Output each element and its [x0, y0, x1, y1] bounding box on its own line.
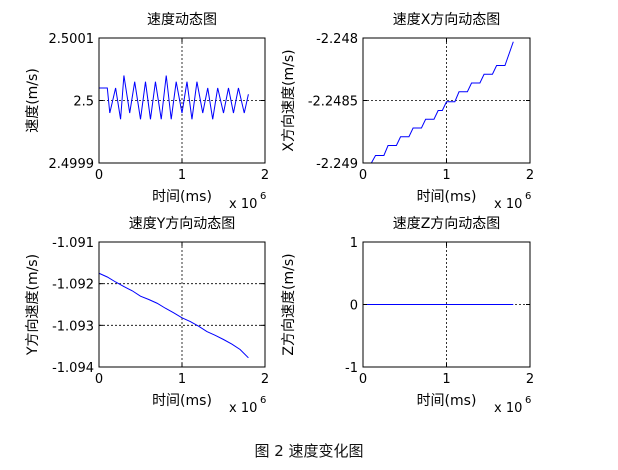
x-tick-label: 1 [178, 168, 186, 183]
y-tick-label: 2.5001 [49, 32, 95, 47]
y-tick-label: -2.249 [316, 157, 358, 172]
x-exponent-label: x 10 [229, 401, 257, 416]
x-axis-label: 时间(ms) [152, 189, 212, 205]
x-tick-label: 2 [526, 372, 534, 387]
x-tick-label: 1 [442, 168, 450, 183]
y-tick-label: 2.5 [73, 95, 94, 110]
chart-title: 速度Z方向动态图 [393, 216, 501, 232]
y-tick-label: -1.092 [52, 278, 94, 293]
x-exponent-power: 6 [525, 395, 531, 406]
x-exponent-power: 6 [525, 191, 531, 202]
x-exponent-label: x 10 [229, 197, 257, 212]
chart-title: 速度X方向动态图 [393, 12, 501, 28]
plot-area [99, 242, 265, 367]
chart-title: 速度动态图 [147, 12, 217, 28]
y-tick-label: 2.4999 [49, 157, 95, 172]
x-exponent-power: 6 [260, 191, 266, 202]
y-axis-label: Y方向速度(m/s) [25, 254, 41, 356]
x-exponent-label: x 10 [494, 197, 522, 212]
x-tick-label: 0 [95, 168, 103, 183]
y-tick-label: -1.093 [52, 319, 94, 334]
x-tick-label: 2 [261, 168, 269, 183]
x-axis-label: 时间(ms) [152, 393, 212, 409]
y-tick-label: -1.091 [52, 236, 94, 251]
y-tick-label: -1.094 [52, 361, 94, 376]
series-line [363, 41, 514, 164]
y-axis-label: 速度(m/s) [25, 68, 41, 133]
series-line [99, 75, 249, 120]
series-line [98, 272, 249, 359]
x-axis-label: 时间(ms) [417, 393, 477, 409]
x-tick-label: 0 [359, 372, 367, 387]
x-tick-label: 1 [178, 372, 186, 387]
chart-title: 速度Y方向动态图 [129, 216, 236, 232]
x-tick-label: 2 [261, 372, 269, 387]
y-tick-label: -2.2485 [308, 95, 358, 110]
x-tick-label: 1 [442, 372, 450, 387]
y-axis-label: Z方向速度(m/s) [281, 253, 297, 355]
x-exponent-power: 6 [260, 395, 266, 406]
y-tick-label: -1 [345, 361, 358, 376]
subplot-3: 0 1 2 -1.094 -1.093 -1.092 -1.091 速度Y方向动态图时间(ms… [25, 216, 269, 416]
x-tick-label: 0 [359, 168, 367, 183]
x-exponent-label: x 10 [494, 401, 522, 416]
y-tick-label: -2.248 [316, 32, 358, 47]
y-tick-label: 0 [350, 299, 358, 314]
x-tick-label: 2 [526, 168, 534, 183]
x-tick-label: 0 [95, 372, 103, 387]
y-axis-label: X方向速度(m/s) [281, 49, 297, 151]
y-tick-label: 1 [350, 236, 358, 251]
figure-caption: 图 2 速度变化图 [254, 442, 364, 460]
x-axis-label: 时间(ms) [417, 189, 477, 205]
